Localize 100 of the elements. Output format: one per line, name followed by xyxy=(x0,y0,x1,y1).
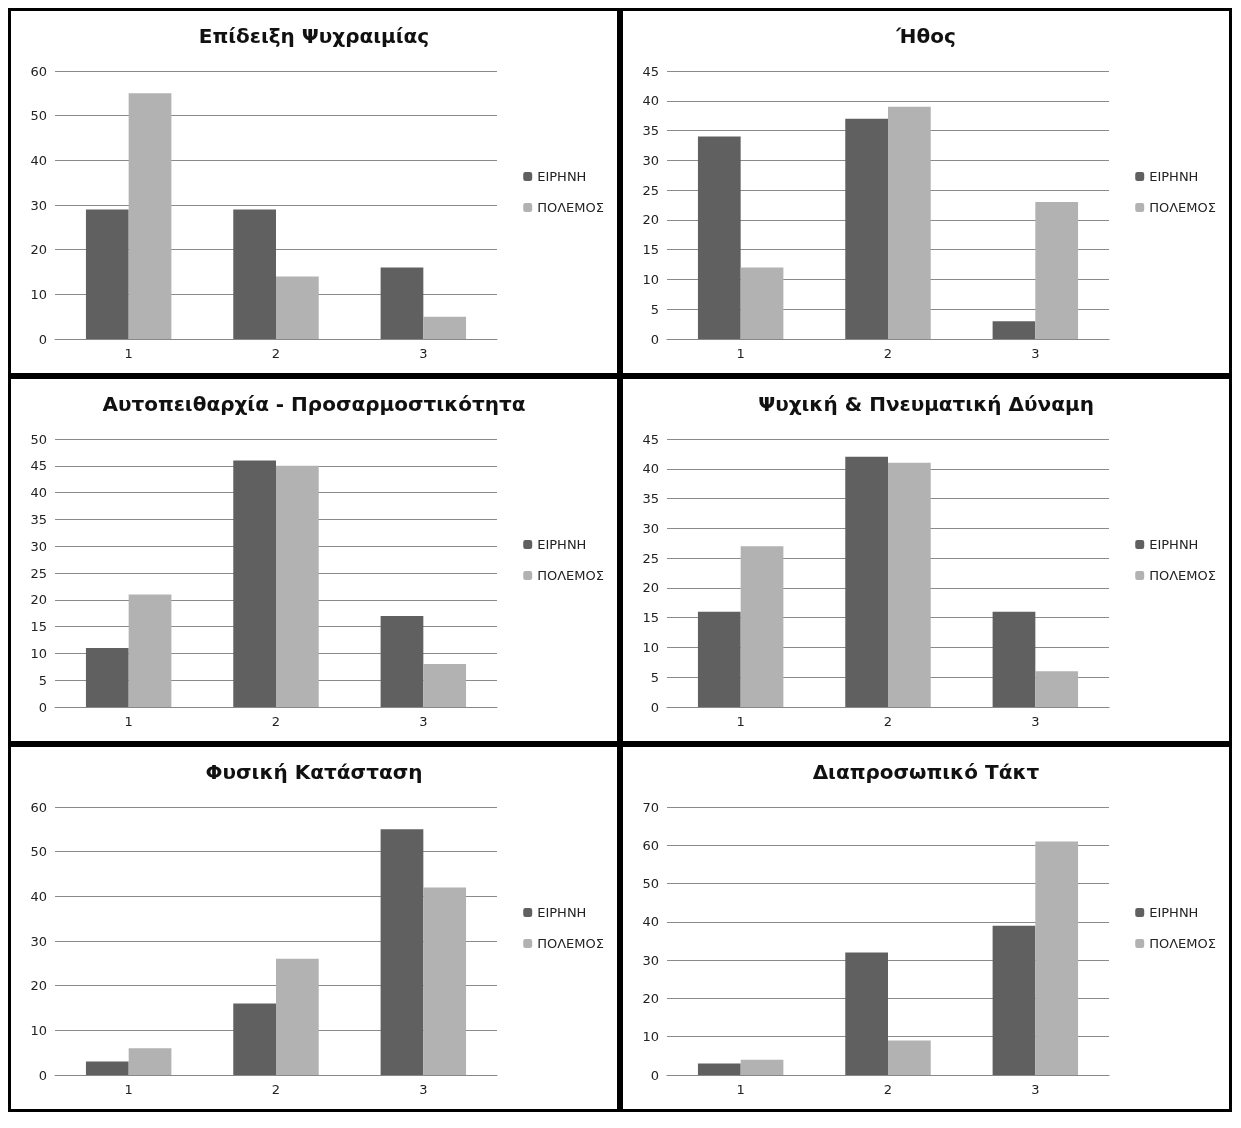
y-tick-label: 70 xyxy=(642,799,659,815)
y-tick-label: 30 xyxy=(642,152,659,168)
bar xyxy=(740,267,784,339)
y-tick-label: 40 xyxy=(30,485,47,501)
y-tick-label: 45 xyxy=(642,63,659,79)
legend-label: ΕΙΡΗΝΗ xyxy=(1149,905,1199,920)
y-tick-label: 40 xyxy=(30,888,47,904)
y-tick-label: 0 xyxy=(38,699,47,715)
x-tick-label: 1 xyxy=(736,1082,745,1097)
bar xyxy=(740,546,784,707)
y-tick-label: 40 xyxy=(30,152,47,168)
legend-label: ΕΙΡΗΝΗ xyxy=(537,537,587,552)
y-tick-label: 30 xyxy=(642,520,659,536)
y-tick-label: 20 xyxy=(642,212,659,228)
x-tick-label: 1 xyxy=(124,346,133,361)
y-tick-label: 0 xyxy=(650,331,659,347)
x-tick-label: 1 xyxy=(736,714,745,729)
bar xyxy=(740,1059,784,1075)
x-tick-label: 2 xyxy=(883,1082,893,1097)
y-tick-label: 0 xyxy=(650,699,659,715)
y-tick-label: 40 xyxy=(642,461,659,477)
bar xyxy=(276,465,319,707)
y-tick-label: 40 xyxy=(642,93,659,109)
y-tick-label: 20 xyxy=(30,978,47,994)
y-tick-label: 40 xyxy=(642,914,659,930)
bar xyxy=(1035,202,1079,339)
x-tick-label: 3 xyxy=(1031,1082,1040,1097)
bar xyxy=(423,887,467,1075)
bar xyxy=(380,615,424,707)
y-tick-label: 50 xyxy=(30,108,47,124)
bar xyxy=(233,460,276,707)
chart-title: Φυσική Κατάσταση xyxy=(205,760,423,784)
y-tick-label: 35 xyxy=(642,491,659,507)
y-tick-label: 10 xyxy=(30,645,47,661)
y-tick-label: 60 xyxy=(30,63,47,79)
y-tick-label: 25 xyxy=(30,565,47,581)
y-tick-label: 30 xyxy=(30,197,47,213)
y-tick-label: 20 xyxy=(30,242,47,258)
y-tick-label: 10 xyxy=(30,1022,47,1038)
bar xyxy=(128,93,172,339)
y-tick-label: 5 xyxy=(650,669,659,685)
bar xyxy=(992,321,1036,339)
bar xyxy=(423,664,467,707)
y-tick-label: 45 xyxy=(642,431,659,447)
bar xyxy=(697,136,741,339)
bar xyxy=(1035,671,1079,707)
y-tick-label: 5 xyxy=(650,301,659,317)
chart-title: Διαπροσωπικό Τάκτ xyxy=(812,760,1040,784)
x-tick-label: 3 xyxy=(1031,346,1040,361)
y-tick-label: 50 xyxy=(30,431,47,447)
y-tick-label: 5 xyxy=(38,672,47,688)
y-tick-label: 60 xyxy=(642,837,659,853)
bar xyxy=(1035,841,1079,1075)
x-tick-label: 3 xyxy=(1031,714,1040,729)
chart-title: Αυτοπειθαρχία - Προσαρμοστικότητα xyxy=(102,392,526,416)
bar xyxy=(85,209,129,339)
legend-label: ΠΟΛΕΜΟΣ xyxy=(1149,568,1216,583)
bar xyxy=(233,209,276,339)
y-tick-label: 50 xyxy=(642,876,659,892)
bar xyxy=(845,456,888,707)
legend-label: ΕΙΡΗΝΗ xyxy=(1149,169,1199,184)
bar xyxy=(85,648,129,707)
x-tick-label: 3 xyxy=(419,1082,428,1097)
legend-label: ΕΙΡΗΝΗ xyxy=(537,169,587,184)
y-tick-label: 30 xyxy=(30,933,47,949)
x-tick-label: 2 xyxy=(883,714,893,729)
y-tick-label: 20 xyxy=(642,990,659,1006)
y-tick-label: 10 xyxy=(642,639,659,655)
y-tick-label: 15 xyxy=(642,610,659,626)
y-tick-label: 10 xyxy=(30,286,47,302)
bar xyxy=(128,1048,172,1075)
bar xyxy=(380,267,424,339)
y-tick-label: 45 xyxy=(30,458,47,474)
x-tick-label: 1 xyxy=(736,346,745,361)
y-tick-label: 35 xyxy=(642,123,659,139)
legend-label: ΠΟΛΕΜΟΣ xyxy=(537,200,604,215)
bar xyxy=(380,829,424,1075)
bar xyxy=(276,276,319,339)
bar xyxy=(888,1040,931,1075)
bar xyxy=(845,118,888,339)
x-tick-label: 1 xyxy=(124,1082,133,1097)
bar xyxy=(888,106,931,339)
y-tick-label: 10 xyxy=(642,1029,659,1045)
y-tick-label: 30 xyxy=(642,952,659,968)
y-tick-label: 25 xyxy=(642,550,659,566)
x-tick-label: 2 xyxy=(271,346,281,361)
bar xyxy=(992,925,1036,1075)
y-tick-label: 60 xyxy=(30,799,47,815)
legend-label: ΕΙΡΗΝΗ xyxy=(537,905,587,920)
x-tick-label: 2 xyxy=(271,714,281,729)
y-tick-label: 15 xyxy=(642,242,659,258)
bar xyxy=(888,462,931,707)
bar xyxy=(85,1061,129,1075)
legend-label: ΠΟΛΕΜΟΣ xyxy=(1149,200,1216,215)
bar xyxy=(423,316,467,339)
y-tick-label: 0 xyxy=(38,1067,47,1083)
bar xyxy=(128,594,172,707)
bar xyxy=(697,611,741,707)
legend-label: ΕΙΡΗΝΗ xyxy=(1149,537,1199,552)
x-tick-label: 2 xyxy=(883,346,893,361)
